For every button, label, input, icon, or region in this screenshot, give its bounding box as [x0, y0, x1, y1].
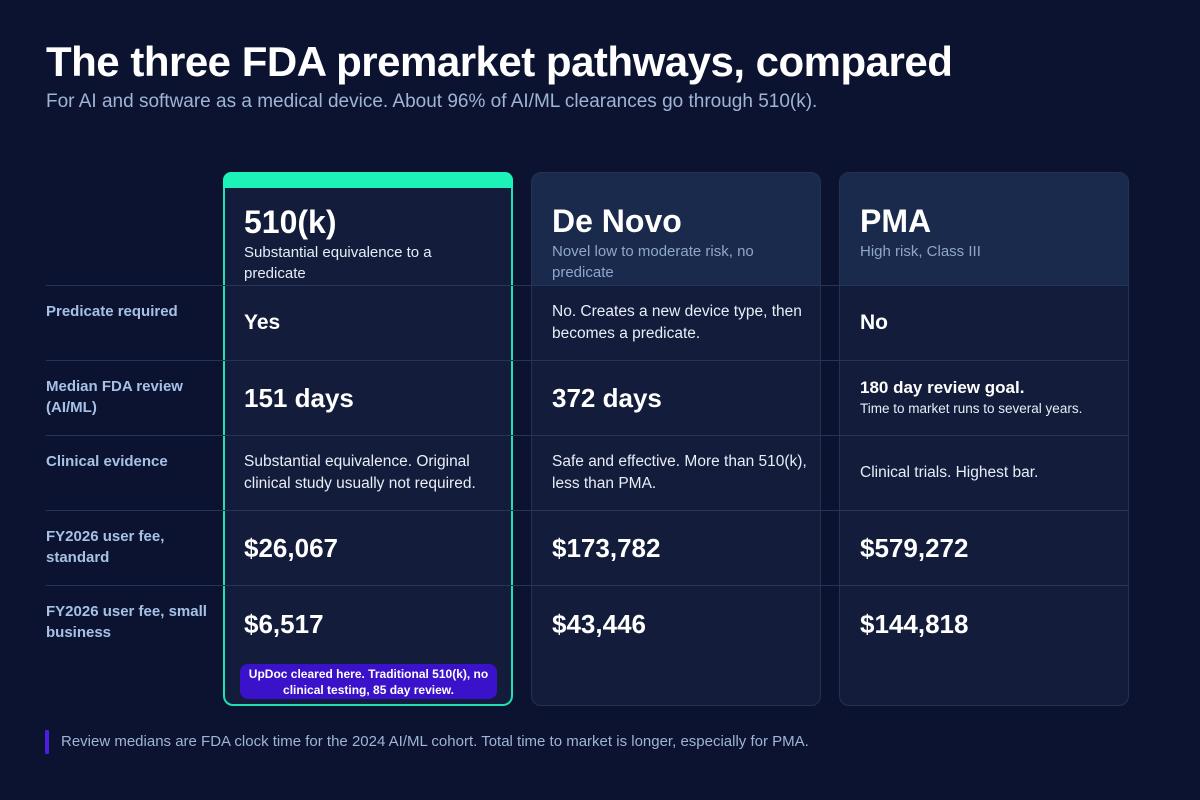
footer-accent-bar	[45, 730, 49, 754]
cell-denovo-review: 372 days	[552, 383, 662, 413]
cell-pma-fee-small: $144,818	[860, 609, 969, 639]
page-title: The three FDA premarket pathways, compar…	[46, 38, 953, 85]
row-divider	[46, 510, 1128, 511]
row-divider	[46, 285, 1128, 286]
column-subtitle-de-novo: Novel low to moderate risk, no predicate	[552, 243, 754, 281]
column-510k: 510(k) Substantial equivalence to a pred…	[223, 172, 513, 706]
row-label-clinical: Clinical evidence	[46, 453, 168, 470]
row-divider	[46, 435, 1128, 436]
column-pma: PMA High risk, Class III	[839, 172, 1129, 706]
page-subtitle: For AI and software as a medical device.…	[46, 91, 818, 112]
cell-510k-predicate: Yes	[244, 311, 281, 334]
cell-denovo-clinical: Safe and effective. More than 510(k), le…	[552, 453, 807, 492]
row-divider	[46, 360, 1128, 361]
row-divider	[46, 585, 1128, 586]
cell-510k-clinical: Substantial equivalence. Original clinic…	[244, 453, 476, 492]
column-title-de-novo: De Novo	[552, 203, 682, 239]
cell-denovo-fee-standard: $173,782	[552, 533, 661, 563]
cell-pma-predicate: No	[860, 311, 888, 334]
column-subtitle-510k: Substantial equivalence to a predicate	[244, 244, 432, 282]
row-label-fee-small: FY2026 user fee, small business	[46, 603, 207, 641]
column-subtitle-pma: High risk, Class III	[860, 243, 981, 260]
column-de-novo: De Novo Novel low to moderate risk, no p…	[531, 172, 821, 706]
column-title-510k: 510(k)	[244, 204, 337, 240]
row-label-fee-standard: FY2026 user fee, standard	[46, 528, 165, 566]
cell-510k-fee-standard: $26,067	[244, 533, 338, 563]
footer-note: Review medians are FDA clock time for th…	[61, 733, 809, 750]
row-label-review: Median FDA review (AI/ML)	[46, 378, 183, 416]
column-title-pma: PMA	[860, 203, 932, 239]
cell-denovo-fee-small: $43,446	[552, 609, 646, 639]
row-label-predicate: Predicate required	[46, 303, 178, 320]
highlight-bar	[223, 172, 513, 188]
cell-pma-clinical: Clinical trials. Highest bar.	[860, 464, 1039, 481]
cell-510k-review: 151 days	[244, 383, 354, 413]
cell-510k-fee-small: $6,517	[244, 609, 324, 639]
cell-pma-review: 180 day review goal. Time to market runs…	[860, 378, 1083, 416]
cell-pma-fee-standard: $579,272	[860, 533, 969, 563]
updoc-callout: UpDoc cleared here. Traditional 510(k), …	[240, 664, 497, 699]
cell-denovo-predicate: No. Creates a new device type, then beco…	[552, 303, 802, 342]
